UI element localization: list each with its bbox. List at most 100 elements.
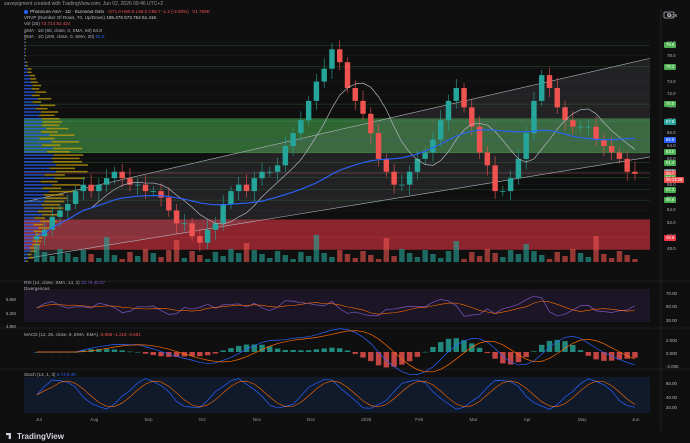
volume-profile-bar-down [44, 200, 65, 203]
candle-up [259, 171, 265, 179]
chart-canvas[interactable] [0, 9, 690, 431]
volume-profile-bar-up [24, 35, 25, 37]
candle-up [313, 81, 320, 101]
volume-profile-bar-down [30, 250, 38, 252]
price-tag: 70.5 [664, 101, 677, 108]
volume-profile-bar-up [24, 31, 25, 34]
symbol-name: Photocure ASA · 1D · Euronext Oslo [30, 9, 105, 14]
candle-up [236, 184, 242, 192]
currency-label[interactable]: NOK [668, 13, 678, 18]
volume-profile-bar-up [24, 257, 29, 259]
candle-down [127, 178, 133, 185]
candle-down [476, 126, 483, 153]
countdown-tag: 06:13:26 [664, 176, 685, 183]
volume-profile-bar-down [40, 180, 58, 183]
legend-sma-slow[interactable]: SMA · 1D (200, close, 0, SMA, 20) 61.0 [24, 34, 210, 40]
volume-profile-bar-up [24, 68, 28, 70]
macd-histogram-bar [352, 352, 358, 354]
volume-profile-bar-up [24, 210, 39, 213]
volume-bar [570, 249, 576, 262]
macd-histogram-bar [243, 344, 250, 352]
price-tick: 48.0 [667, 246, 676, 252]
candle-down [375, 133, 382, 159]
rsi-legend[interactable]: RSI (14, close, SMA, 14, 2) 32.79 40.87 [24, 280, 105, 285]
volume-profile-bar-down [30, 78, 37, 80]
tradingview-logo[interactable]: TradingView [6, 432, 64, 441]
legend-vrvp[interactable]: VRVP (Number Of Rows, 70, Up/Down) 185.4… [24, 15, 210, 21]
volume-bar [204, 259, 211, 262]
volume-profile-bar-down [25, 260, 28, 262]
volume-profile-bar-down [42, 214, 61, 216]
volume-profile-bar-down [25, 61, 28, 64]
volume-bar [337, 250, 343, 262]
volume-bar [41, 252, 48, 262]
macd-histogram-bar [220, 350, 226, 352]
volume-bar [608, 258, 615, 262]
macd-histogram-bar [236, 345, 242, 352]
volume-profile-bar-down [28, 257, 34, 259]
volume-bar [321, 253, 327, 262]
candle-down [88, 184, 94, 192]
volume-bar [212, 252, 219, 262]
volume-bar [274, 251, 281, 262]
volume-profile-bar-up [24, 223, 34, 226]
volume-bar [88, 254, 94, 262]
price-tag: 76.3 [664, 63, 677, 70]
volume-profile-bar-down [39, 104, 56, 107]
candle-up [251, 178, 257, 192]
price-tick: 78.0 [667, 52, 676, 58]
volume-bar [150, 253, 156, 262]
macd-histogram-bar [150, 352, 156, 356]
volume-profile-bar-up [24, 44, 25, 47]
volume-profile-bar-up [24, 58, 25, 60]
sma-fast-value: 64.8 [92, 27, 102, 33]
volume-bar [181, 258, 188, 262]
channel-lower-line [23, 156, 651, 260]
candle-up [72, 191, 79, 204]
candle-up [282, 146, 289, 166]
volume-profile-bar-up [24, 157, 52, 160]
left-axis-tick-1: 5.6M [6, 297, 16, 302]
price-tick: 56.0 [667, 195, 676, 200]
footer: TradingView [0, 431, 690, 443]
volume-profile-bar-down [24, 35, 26, 37]
volume-profile-bar-down [42, 144, 61, 146]
stoch-values: 5.73 6.40 [56, 372, 76, 377]
camera-icon[interactable] [662, 9, 676, 19]
volume-profile-bar-up [24, 174, 45, 176]
candle-down [616, 152, 623, 159]
macd-histogram-bar [142, 352, 149, 354]
volume-bar [243, 243, 250, 262]
stoch-label: Stoch (14, 1, 3) [24, 372, 56, 377]
volume-bar [445, 251, 452, 262]
volume-profile-bar-down [31, 94, 40, 97]
tradingview-logo-icon [6, 433, 11, 439]
left-axis-tick-3: 4.8M [6, 324, 16, 329]
volume-bar [259, 254, 265, 262]
volume-profile-bar-down [46, 127, 69, 130]
legend-symbol-row[interactable]: Photocure ASA · 1D · Euronext Oslo O71.0… [24, 9, 210, 15]
legend-sma-fast[interactable]: SMA · 1D (50, close, 0, SMA, 50) 64.8 [24, 28, 210, 34]
candle-up [577, 126, 584, 128]
macd-histogram-bar [601, 352, 607, 361]
stoch-d-line [36, 380, 636, 408]
volume-profile-bar-up [24, 94, 32, 97]
candle-down [624, 158, 630, 172]
macd-label: MACD (12, 26, close, 9, EMA, EMA) [24, 332, 99, 337]
stoch-k-line [36, 378, 636, 410]
volume-profile-bar-up [24, 111, 42, 113]
candle-up [414, 158, 421, 172]
legend-vol[interactable]: Vol (20) 73.714 52.424 [24, 21, 210, 27]
indicator-tick: 2.000 [666, 338, 677, 343]
macd-histogram-bar [492, 352, 498, 359]
candle-down [173, 210, 180, 224]
volume-bar [267, 258, 273, 262]
macd-signal-line [36, 330, 636, 373]
volume-profile-bar-down [41, 111, 59, 113]
stoch-legend[interactable]: Stoch (14, 1, 3) 5.73 6.40 [24, 372, 76, 377]
volume-bar [197, 255, 203, 262]
macd-histogram-bar [204, 352, 211, 356]
macd-histogram-bar [119, 350, 125, 352]
macd-legend[interactable]: MACD (12, 26, close, 9, EMA, EMA) -0.656… [24, 332, 141, 337]
candle-down [142, 184, 149, 192]
